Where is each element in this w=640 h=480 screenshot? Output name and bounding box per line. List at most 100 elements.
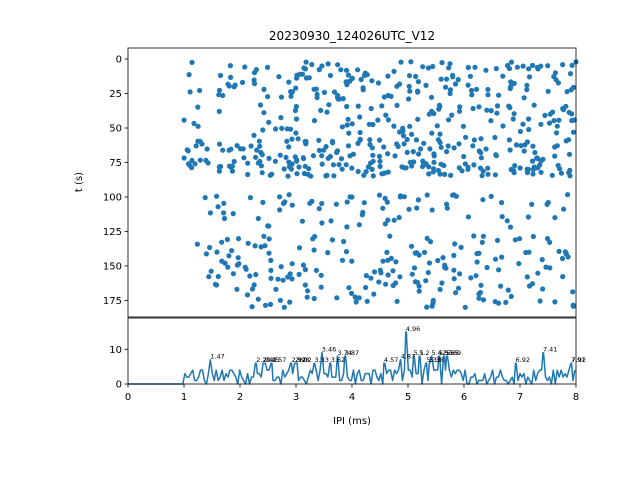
scatter-point [267, 172, 273, 178]
scatter-point [349, 194, 355, 200]
scatter-point [413, 73, 419, 80]
scatter-point [355, 140, 361, 146]
scatter-point [484, 107, 490, 113]
scatter-point [334, 295, 340, 301]
scatter-point [356, 222, 362, 228]
scatter-point [566, 137, 572, 143]
scatter-point [391, 123, 397, 129]
scatter-point [431, 159, 437, 165]
scatter-point [506, 65, 513, 72]
scatter-point [219, 239, 225, 245]
scatter-point [383, 281, 389, 287]
peak-label: 5.38 [429, 356, 443, 364]
scatter-point [540, 286, 546, 292]
scatter-point [456, 108, 463, 114]
scatter-point [558, 170, 565, 176]
scatter-point [264, 64, 271, 70]
scatter-point [424, 192, 430, 198]
scatter-point [319, 153, 325, 159]
scatter-point [440, 255, 446, 261]
scatter-point [530, 233, 537, 240]
x-axis-label: IPI (ms) [333, 416, 371, 427]
scatter-point [485, 165, 491, 171]
scatter-point [225, 264, 231, 270]
scatter-point [310, 153, 316, 159]
scatter-point [403, 165, 409, 171]
scatter-point [525, 166, 532, 172]
scatter-point [570, 129, 577, 135]
scatter-point [436, 106, 442, 112]
scatter-point [443, 84, 449, 90]
scatter-point [305, 288, 311, 294]
scatter-point [559, 255, 566, 262]
scatter-axes-frame [127, 47, 577, 318]
scatter-point [540, 156, 546, 162]
scatter-point [560, 107, 567, 113]
scatter-point [471, 162, 477, 168]
histogram-axes: 1.47 2.292.412.452.57 2.922.983.02 3.33 3.46… [109, 317, 586, 427]
x-tick-label: 8 [573, 392, 579, 403]
scatter-point [319, 220, 325, 226]
scatter-point [382, 221, 388, 227]
scatter-point [319, 200, 325, 207]
scatter-point [437, 171, 443, 177]
scatter-point [202, 195, 208, 201]
scatter-point [390, 268, 396, 274]
x-tick-label: 6 [461, 392, 467, 403]
scatter-point [407, 123, 413, 129]
scatter-point [446, 65, 452, 71]
scatter-point [325, 155, 331, 161]
scatter-point [470, 143, 476, 149]
scatter-point [214, 249, 220, 255]
scatter-point [313, 86, 319, 92]
scatter-point [369, 166, 375, 172]
scatter-point [508, 293, 514, 299]
scatter-point [468, 275, 474, 281]
scatter-point [406, 83, 412, 89]
scatter-point [388, 93, 394, 99]
peak-label: 5.42 [432, 349, 446, 357]
scatter-point [434, 123, 440, 129]
scatter-point [355, 103, 361, 109]
scatter-point [524, 87, 530, 93]
scatter-point [344, 199, 350, 205]
scatter-point [302, 282, 308, 288]
scatter-point [517, 165, 523, 171]
scatter-point [363, 169, 369, 175]
scatter-point [383, 112, 389, 118]
scatter-point [339, 257, 346, 263]
x-tick-label: 2 [237, 392, 243, 403]
scatter-point [415, 88, 421, 94]
scatter-point [435, 137, 441, 143]
scatter-point [462, 161, 468, 167]
scatter-point [492, 299, 498, 305]
scatter-point [203, 251, 209, 257]
scatter-point [472, 64, 478, 70]
scatter-point [335, 96, 341, 102]
scatter-point [513, 142, 520, 148]
scatter-point [193, 143, 199, 149]
scatter-point [465, 214, 471, 220]
scatter-point [385, 151, 391, 157]
scatter-point [256, 138, 262, 144]
scatter-point [379, 103, 385, 109]
scatter-point [439, 60, 445, 66]
scatter-point [288, 89, 294, 95]
scatter-point [408, 59, 414, 65]
scatter-point [325, 250, 331, 256]
scatter-point [255, 215, 261, 222]
scatter-point [262, 243, 268, 249]
scatter-point [357, 129, 363, 136]
scatter-point [394, 298, 400, 304]
scatter-point [363, 284, 369, 291]
scatter-point [273, 126, 279, 132]
scatter-point [267, 301, 274, 307]
scatter-point [252, 243, 258, 249]
scatter-point [388, 255, 394, 261]
scatter-point [288, 93, 294, 99]
scatter-point [273, 286, 279, 292]
scatter-point [195, 123, 201, 129]
scatter-point [406, 73, 413, 79]
scatter-point [268, 257, 274, 263]
scatter-point [438, 161, 444, 167]
